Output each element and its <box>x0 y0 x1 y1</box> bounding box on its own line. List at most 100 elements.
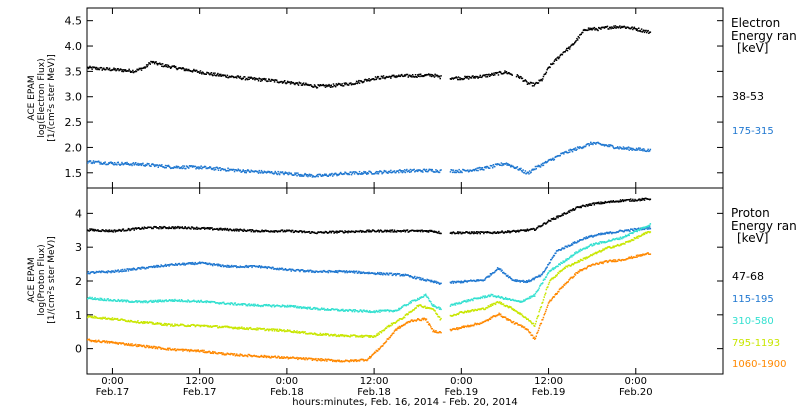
data-point <box>419 230 422 233</box>
data-point <box>296 82 298 84</box>
data-point <box>143 322 146 324</box>
data-point <box>552 278 554 280</box>
data-point <box>230 76 232 78</box>
data-point <box>177 300 179 302</box>
data-point <box>281 356 283 358</box>
data-point <box>467 311 470 313</box>
data-point <box>646 228 649 230</box>
data-point <box>249 304 252 307</box>
data-point <box>547 159 550 161</box>
data-point <box>158 265 160 268</box>
data-point <box>241 78 243 81</box>
xtick-date-label: Feb.19 <box>532 387 566 398</box>
data-point <box>198 351 201 353</box>
data-point <box>172 167 175 169</box>
data-point <box>176 299 178 302</box>
data-point <box>350 173 353 176</box>
data-point <box>617 201 620 203</box>
data-point <box>550 278 553 280</box>
data-point <box>130 163 133 165</box>
data-point <box>250 76 252 79</box>
data-point <box>536 82 539 84</box>
data-point <box>225 229 228 231</box>
data-point <box>223 229 226 231</box>
data-point <box>347 172 350 175</box>
data-point <box>355 335 358 337</box>
data-point <box>520 167 522 170</box>
data-point <box>246 265 249 267</box>
data-point <box>637 227 639 230</box>
data-point <box>491 303 493 305</box>
data-point <box>303 230 306 232</box>
data-point <box>385 75 388 78</box>
data-point <box>520 229 523 232</box>
data-point <box>167 66 169 68</box>
data-point <box>310 308 312 310</box>
data-point <box>550 269 553 272</box>
data-point <box>233 170 236 173</box>
data-point <box>142 67 144 69</box>
data-point <box>499 231 501 234</box>
data-point <box>484 308 487 310</box>
data-point <box>201 73 203 75</box>
data-point <box>545 161 548 164</box>
data-point <box>494 271 496 273</box>
data-point <box>451 169 453 171</box>
data-point <box>307 175 309 178</box>
data-point <box>112 231 114 233</box>
data-point <box>337 309 340 311</box>
data-point <box>332 86 334 88</box>
data-point <box>629 230 631 232</box>
data-point <box>467 309 469 312</box>
data-point <box>217 327 220 329</box>
data-point <box>545 71 548 74</box>
data-point <box>497 295 500 297</box>
data-point <box>489 167 491 169</box>
data-point <box>318 271 320 273</box>
data-point <box>608 145 611 148</box>
data-point <box>340 335 343 337</box>
data-point <box>329 173 331 175</box>
data-point <box>112 163 114 165</box>
data-point <box>101 340 103 343</box>
data-point <box>531 296 533 298</box>
data-point <box>246 170 248 172</box>
data-point <box>312 175 314 177</box>
data-point <box>559 154 561 157</box>
data-point <box>537 275 540 278</box>
data-point <box>300 230 303 232</box>
data-point <box>418 73 420 76</box>
data-point <box>178 299 181 301</box>
data-point <box>500 162 503 164</box>
data-point <box>104 341 106 344</box>
data-point <box>424 169 426 171</box>
data-point <box>535 228 537 230</box>
data-point <box>159 346 162 349</box>
data-point <box>182 67 185 70</box>
data-point <box>574 208 577 210</box>
data-point <box>110 318 112 320</box>
data-point <box>142 322 144 325</box>
data-point <box>204 262 206 264</box>
data-point <box>542 162 544 165</box>
data-point <box>198 71 200 73</box>
data-point <box>244 79 247 81</box>
data-point <box>153 345 156 348</box>
data-point <box>488 73 490 76</box>
data-point <box>291 357 293 359</box>
data-point <box>140 228 143 230</box>
data-point <box>613 231 615 234</box>
data-point <box>297 84 300 86</box>
data-point <box>128 301 130 303</box>
data-point <box>412 169 415 171</box>
data-point <box>262 356 265 358</box>
data-point <box>534 229 537 231</box>
data-point <box>117 161 119 164</box>
data-point <box>292 331 295 334</box>
data-point <box>615 147 617 149</box>
data-point <box>409 302 411 305</box>
data-point <box>269 172 271 174</box>
data-point <box>326 270 329 273</box>
data-point <box>198 72 201 74</box>
data-point <box>456 169 458 172</box>
